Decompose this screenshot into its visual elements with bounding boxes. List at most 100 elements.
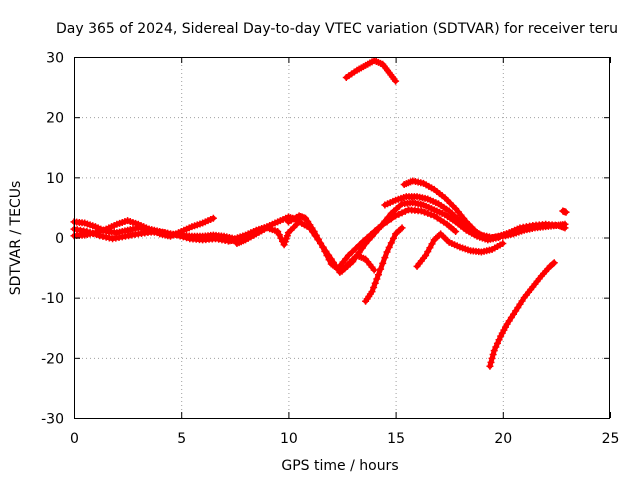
data-point-marker <box>183 234 191 242</box>
series-arc-h <box>400 177 569 243</box>
data-point-marker <box>427 211 435 219</box>
data-point-marker <box>209 214 217 222</box>
data-point-marker <box>489 351 497 359</box>
x-tick-label: 15 <box>387 431 405 447</box>
data-point-marker <box>392 77 400 85</box>
data-point-marker <box>310 227 318 235</box>
data-point-marker <box>424 209 432 217</box>
series-track <box>487 260 557 369</box>
data-point-marker <box>348 248 356 256</box>
series-arc-k <box>342 57 400 85</box>
data-point-marker <box>562 208 570 216</box>
data-point-marker <box>102 233 110 241</box>
data-point-marker <box>377 265 385 273</box>
x-axis-label: GPS time / hours <box>281 458 398 474</box>
data-point-marker <box>89 230 97 238</box>
data-point-marker <box>314 235 322 243</box>
data-point-marker <box>421 208 429 216</box>
data-point-marker <box>395 210 403 218</box>
data-point-marker <box>349 258 357 266</box>
series-arc-m <box>559 207 570 216</box>
data-point-marker <box>312 231 320 239</box>
data-point-marker <box>401 207 409 215</box>
data-point-marker <box>550 259 558 267</box>
data-point-marker <box>384 213 392 221</box>
data-point-marker <box>488 354 496 362</box>
data-point-marker <box>371 229 379 237</box>
data-point-marker <box>362 240 370 248</box>
data-point-marker <box>355 249 363 257</box>
chart-title: Day 365 of 2024, Sidereal Day-to-day VTE… <box>56 21 618 37</box>
data-point-marker <box>398 209 406 217</box>
data-point-marker <box>173 231 181 239</box>
y-tick-label: -30 <box>41 412 64 428</box>
data-point-marker <box>387 239 395 247</box>
data-point-marker <box>179 233 187 241</box>
x-tick-label: 20 <box>494 431 512 447</box>
x-tick-label: 10 <box>280 431 298 447</box>
data-point-marker <box>358 244 366 252</box>
data-point-marker <box>93 231 101 239</box>
data-point-marker <box>96 232 104 240</box>
data-point-marker <box>317 239 325 247</box>
data-point-marker <box>383 248 391 256</box>
axis-ticks: 0 5 10 15 20 25 -30 -20 -10 0 10 20 30 <box>41 51 619 448</box>
y-tick-label: -20 <box>41 351 64 367</box>
data-point-marker <box>422 252 430 260</box>
data-point-marker <box>368 232 376 240</box>
data-point-marker <box>424 248 432 256</box>
data-point-marker <box>99 232 107 240</box>
y-axis-label: SDTVAR / TECUs <box>8 181 24 296</box>
data-point-marker <box>321 247 329 255</box>
data-point-marker <box>365 236 373 244</box>
data-point-marker <box>370 283 378 291</box>
data-point-marker <box>319 243 327 251</box>
data-point-marker <box>344 252 352 260</box>
y-tick-label: 10 <box>46 171 64 187</box>
data-point-marker <box>379 259 387 267</box>
data-point-marker <box>452 227 460 235</box>
data-point-marker <box>549 260 557 268</box>
x-tick-label: 5 <box>177 431 186 447</box>
data-point-marker <box>176 232 184 240</box>
data-point-marker <box>378 221 386 229</box>
y-tick-label: -10 <box>41 291 64 307</box>
data-point-marker <box>490 347 498 355</box>
series-arc-c <box>70 225 239 245</box>
data-point-marker <box>561 224 569 232</box>
data-point-marker <box>392 212 400 220</box>
data-point-marker <box>352 253 360 261</box>
series-arc-l <box>486 259 558 370</box>
data-point-marker <box>385 243 393 251</box>
data-marks <box>70 57 570 370</box>
series-arc-j <box>413 230 507 270</box>
data-point-marker <box>381 217 389 225</box>
data-point-marker <box>499 240 507 248</box>
x-tick-label: 25 <box>602 431 620 447</box>
x-tick-label: 0 <box>70 431 79 447</box>
data-point-marker <box>487 358 495 366</box>
data-point-marker <box>83 227 91 235</box>
data-point-marker <box>368 288 376 296</box>
data-point-marker <box>495 336 503 344</box>
data-point-marker <box>325 256 333 264</box>
data-point-marker <box>426 244 434 252</box>
data-point-marker <box>381 254 389 262</box>
data-point-marker <box>371 279 379 287</box>
data-point-marker <box>417 207 425 215</box>
y-tick-label: 20 <box>46 111 64 127</box>
data-point-marker <box>352 244 360 252</box>
y-tick-label: 0 <box>55 231 64 247</box>
data-point-marker <box>373 275 381 283</box>
grid <box>74 57 610 418</box>
data-point-marker <box>374 225 382 233</box>
y-tick-label: 30 <box>46 51 64 67</box>
data-point-marker <box>428 240 436 248</box>
data-point-marker <box>486 362 494 370</box>
series-arc-i <box>362 224 406 305</box>
data-point-marker <box>370 266 378 274</box>
data-point-marker <box>492 343 500 351</box>
data-point-marker <box>323 252 331 260</box>
